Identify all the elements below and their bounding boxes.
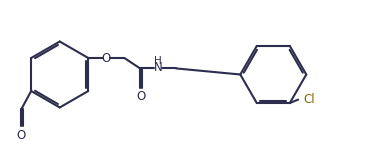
Text: O: O [16, 129, 26, 142]
Text: N: N [154, 60, 163, 74]
Text: O: O [136, 90, 145, 103]
Text: H: H [154, 56, 162, 66]
Text: Cl: Cl [303, 93, 315, 106]
Text: O: O [102, 52, 111, 65]
